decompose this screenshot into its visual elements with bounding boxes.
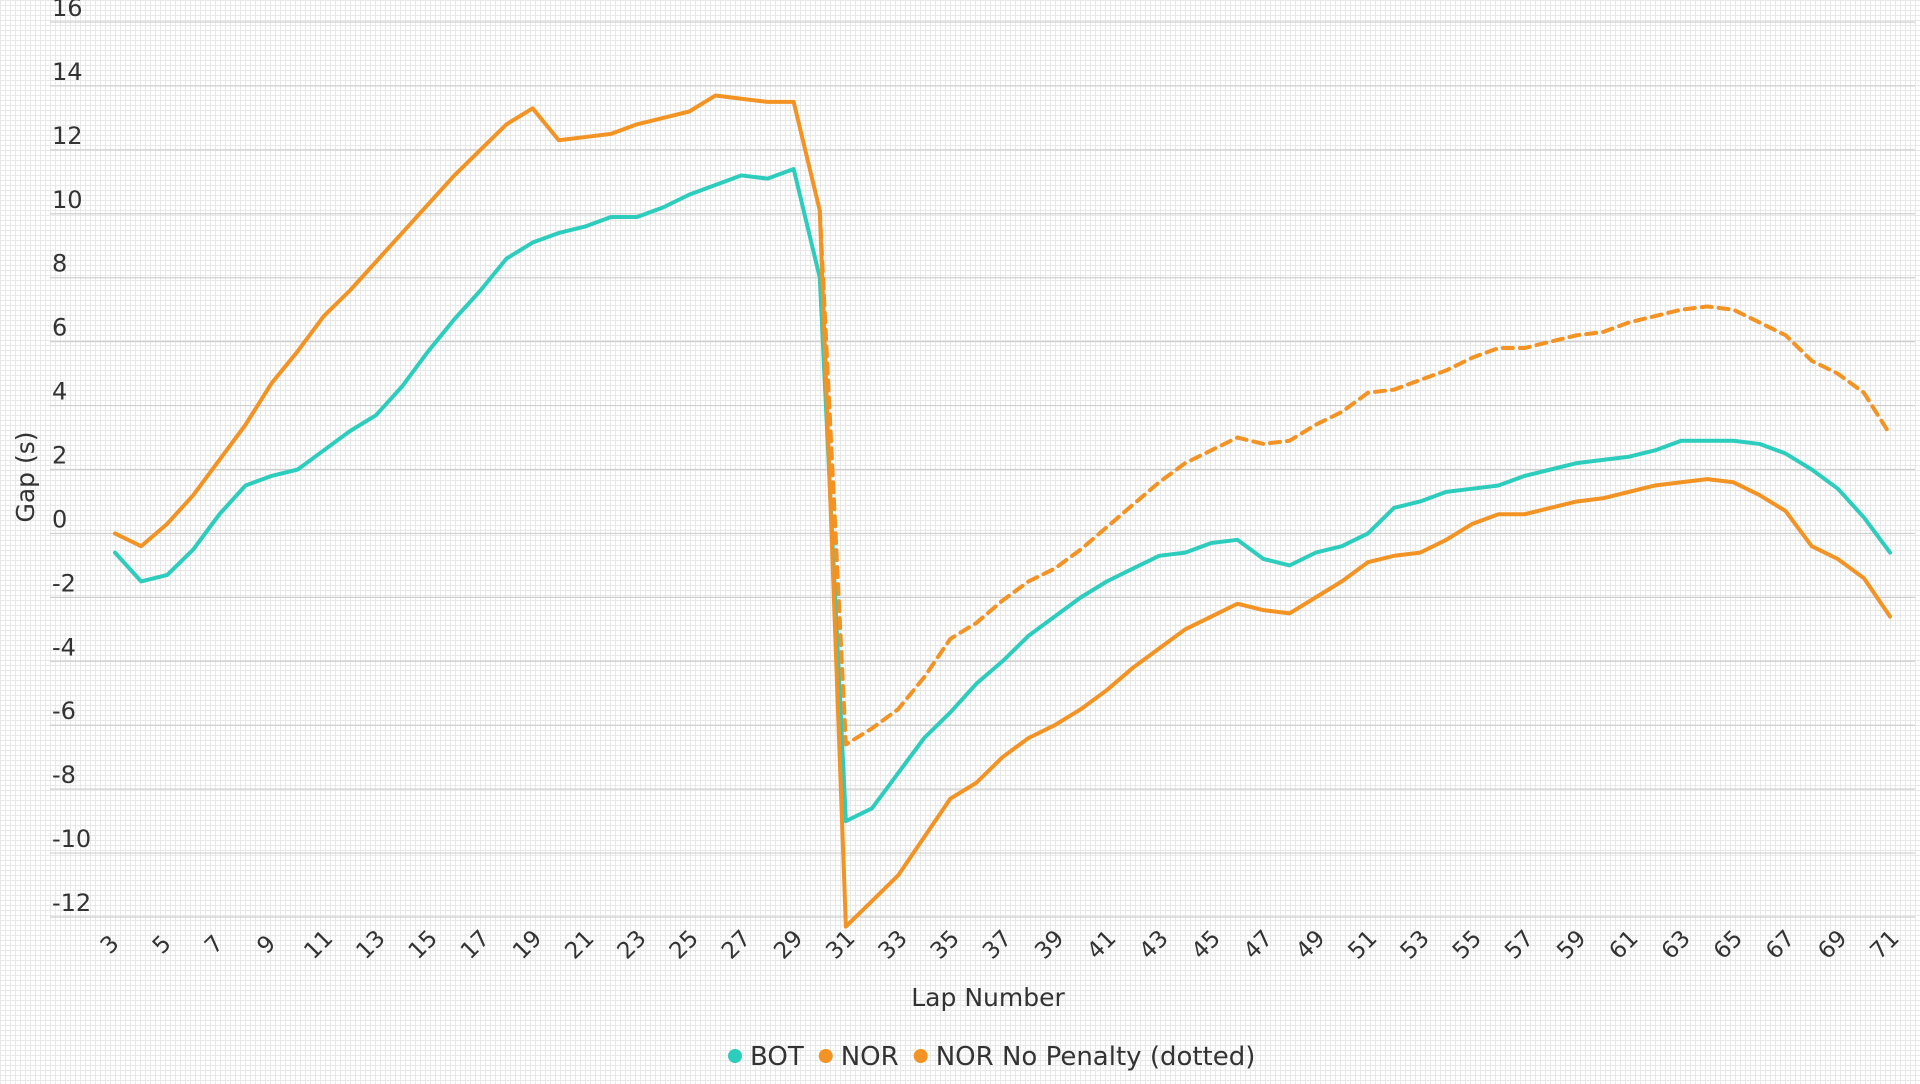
y-tick-label: 14: [52, 58, 83, 86]
x-tick-label: 71: [1866, 926, 1905, 965]
x-tick-label: 21: [560, 926, 599, 965]
series-line-bot: [113, 167, 1892, 824]
series-lines: [113, 93, 1892, 929]
x-tick-label: 59: [1552, 926, 1591, 965]
x-tick-label: 43: [1135, 926, 1174, 965]
x-tick-label: 37: [978, 926, 1017, 965]
legend-marker: [913, 1049, 928, 1063]
x-tick-label: 65: [1709, 926, 1748, 965]
x-tick-label: 15: [404, 926, 443, 965]
legend-marker: [818, 1049, 833, 1063]
x-tick-label: 19: [508, 926, 547, 965]
y-tick-label: 4: [52, 378, 67, 406]
x-tick-label: 31: [821, 926, 860, 965]
y-tick-label: 0: [52, 505, 67, 533]
legend-label: NOR: [841, 1042, 899, 1072]
x-tick-label: 47: [1239, 926, 1278, 965]
y-tick-label: 10: [52, 186, 83, 214]
y-tick-label: 2: [52, 442, 67, 470]
x-tick-label: 5: [148, 931, 177, 960]
x-tick-label: 45: [1187, 926, 1226, 965]
y-tick-label: 6: [52, 314, 67, 342]
y-axis-title: Gap (s): [11, 431, 40, 522]
x-tick-label: 51: [1343, 926, 1382, 965]
x-tick-label: 49: [1291, 926, 1330, 965]
y-tick-label: 16: [52, 0, 83, 22]
x-tick-label: 39: [1030, 926, 1069, 965]
x-tick-label: 53: [1396, 926, 1435, 965]
series-line-nor-no-penalty-dotted: [817, 208, 1892, 747]
x-tick-label: 35: [926, 926, 965, 965]
legend-label: NOR No Penalty (dotted): [936, 1042, 1256, 1072]
x-tick-label: 41: [1082, 926, 1121, 965]
x-tick-label: 29: [769, 926, 808, 965]
x-tick-label: 67: [1761, 926, 1800, 965]
x-axis-ticks: 3 5 7 9 11 13 15 17 19 21 23 25 27 29 31 33 35 37 39 41 43 45…: [96, 926, 1905, 965]
legend: BOT NOR NOR No Penalty (dotted): [728, 1042, 1255, 1072]
gridlines: [50, 21, 1915, 918]
x-tick-label: 57: [1500, 926, 1539, 965]
x-tick-label: 61: [1604, 926, 1643, 965]
x-tick-label: 63: [1657, 926, 1696, 965]
y-tick-label: -8: [52, 761, 76, 789]
legend-label: BOT: [750, 1042, 804, 1072]
legend-marker: [728, 1049, 742, 1063]
y-tick-label: -4: [52, 633, 76, 661]
y-tick-label: -10: [52, 825, 91, 853]
y-tick-label: -2: [52, 569, 76, 597]
x-tick-label: 23: [613, 926, 652, 965]
series-line-nor: [113, 93, 1892, 929]
x-tick-label: 25: [665, 926, 704, 965]
x-tick-label: 3: [96, 931, 125, 960]
x-axis-title: Lap Number: [911, 983, 1065, 1012]
y-tick-label: -6: [52, 697, 76, 725]
x-tick-label: 27: [717, 926, 756, 965]
y-tick-label: 8: [52, 250, 67, 278]
x-tick-label: 55: [1448, 926, 1487, 965]
x-tick-label: 11: [299, 926, 338, 965]
y-tick-label: 12: [52, 122, 83, 150]
y-axis-ticks: 16 14 12 10 8 6 4 2 0 -2 -4 -6 -8 -10 -12: [52, 0, 91, 917]
x-tick-label: 9: [252, 931, 281, 960]
x-tick-label: 33: [874, 926, 913, 965]
x-tick-label: 17: [456, 926, 495, 965]
x-tick-label: 13: [352, 926, 391, 965]
x-tick-label: 7: [200, 931, 229, 960]
x-tick-label: 69: [1813, 926, 1852, 965]
y-tick-label: -12: [52, 889, 91, 917]
